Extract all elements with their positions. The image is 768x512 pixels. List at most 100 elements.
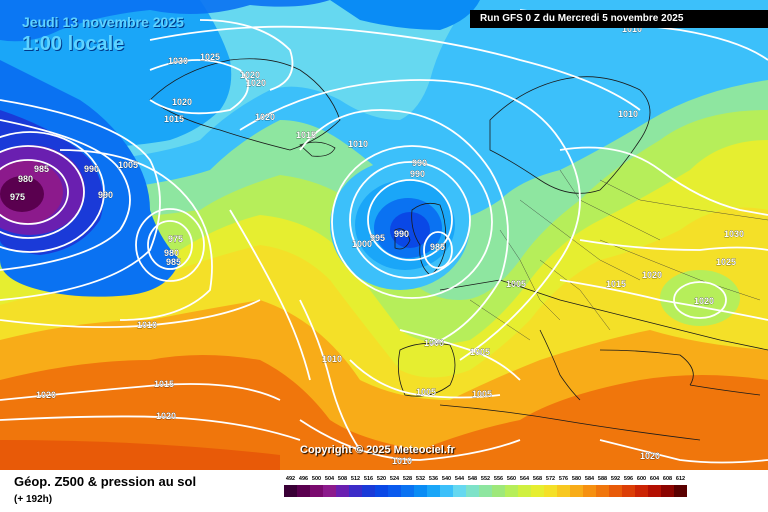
z500-field-low-520 (390, 212, 430, 248)
scale-label-580: 580 (571, 476, 582, 482)
isobar-label: 985 (34, 164, 49, 174)
scale-swatch-496 (297, 485, 310, 497)
scale-label-548: 548 (467, 476, 478, 482)
isobar-label: 1020 (642, 270, 662, 280)
color-scale-swatches (284, 485, 752, 497)
scale-swatch-536 (427, 485, 440, 497)
z500-field-496 (0, 176, 44, 212)
scale-label-496: 496 (298, 476, 309, 482)
scale-label-552: 552 (480, 476, 491, 482)
forecast-time: 1:00 locale (22, 33, 125, 55)
scale-label-492: 492 (285, 476, 296, 482)
color-scale-labels: 492 496 500 504 508 512 516 520 524 528 532 536 540 5… (284, 476, 752, 482)
coastlines (149, 58, 768, 441)
isobar-label: 1010 (348, 139, 368, 149)
isobar-label: 1020 (694, 296, 714, 306)
isobar-label: 1025 (716, 257, 736, 267)
isobar-label: 1020 (172, 97, 192, 107)
scale-label-508: 508 (337, 476, 348, 482)
isobar-label: 1005 (470, 347, 490, 357)
africa-coast (439, 404, 701, 441)
scale-label-560: 560 (506, 476, 517, 482)
scale-swatch-612 (674, 485, 687, 497)
scale-swatch-576 (557, 485, 570, 497)
great-britain-coast (411, 202, 447, 276)
z500-field-south-east (560, 410, 768, 470)
scale-swatch-604 (648, 485, 661, 497)
scale-swatch-568 (531, 485, 544, 497)
europe-coast (439, 279, 768, 351)
scandinavia-coast (489, 76, 651, 194)
turkey-coast (689, 384, 761, 396)
scale-label-592: 592 (610, 476, 621, 482)
scale-swatch-584 (583, 485, 596, 497)
isobar-label: 1010 (322, 354, 342, 364)
isobar-label: 1020 (156, 411, 176, 421)
scale-label-504: 504 (324, 476, 335, 482)
scale-label-608: 608 (662, 476, 673, 482)
isobar-label: 990 (98, 190, 113, 200)
scale-label-576: 576 (558, 476, 569, 482)
scale-swatch-540 (440, 485, 453, 497)
scale-swatch-564 (518, 485, 531, 497)
isobar-label: 980 (164, 248, 179, 258)
isobar-label: 995 (370, 233, 385, 243)
scale-label-584: 584 (584, 476, 595, 482)
isobar-label: 1010 (137, 320, 157, 330)
scale-label-596: 596 (623, 476, 634, 482)
isobar-label: 1020 (255, 112, 275, 122)
scale-label-544: 544 (454, 476, 465, 482)
isobar-label: 1010 (392, 456, 412, 466)
scale-swatch-520 (375, 485, 388, 497)
isobar-label: 1020 (246, 78, 266, 88)
scale-label-564: 564 (519, 476, 530, 482)
isobar-label: 1015 (296, 130, 316, 140)
scale-label-536: 536 (428, 476, 439, 482)
scale-swatch-516 (362, 485, 375, 497)
isobar-label: 975 (10, 192, 25, 202)
isobar-label: 1015 (606, 279, 626, 289)
scale-label-524: 524 (389, 476, 400, 482)
scale-swatch-608 (661, 485, 674, 497)
scale-label-520: 520 (376, 476, 387, 482)
isobar-contours (0, 9, 768, 464)
isobar-label: 990 (412, 158, 427, 168)
isobar-label: 1015 (164, 114, 184, 124)
isobar-label: 980 (18, 174, 33, 184)
scale-swatch-588 (596, 485, 609, 497)
scale-swatch-548 (466, 485, 479, 497)
isobar-label: 1015 (154, 379, 174, 389)
legend-title: Géop. Z500 & pression au sol (14, 474, 197, 489)
scale-label-604: 604 (649, 476, 660, 482)
ireland-coast (394, 228, 411, 250)
scale-swatch-512 (349, 485, 362, 497)
scale-swatch-524 (388, 485, 401, 497)
isobar-label: 990 (394, 229, 409, 239)
scale-label-572: 572 (545, 476, 556, 482)
scale-label-516: 516 (363, 476, 374, 482)
isobar-label: 1000 (352, 239, 372, 249)
scale-swatch-504 (323, 485, 336, 497)
scale-swatch-580 (570, 485, 583, 497)
scale-swatch-572 (544, 485, 557, 497)
z500-field-north (0, 0, 330, 42)
weather-map: 1030 1025 1020 1020 1020 1015 1020 1015 1010 1010… (0, 0, 768, 470)
scale-swatch-492 (284, 485, 297, 497)
color-scale: 492 496 500 504 508 512 516 520 524 528 532 536 540 5… (284, 476, 752, 497)
scale-label-556: 556 (493, 476, 504, 482)
isobar-label: 1005 (416, 387, 436, 397)
italy-coast (539, 329, 581, 401)
copyright-notice: Copyright © 2025 Meteociel.fr (300, 444, 455, 456)
isobar-label: 1005 (118, 160, 138, 170)
scale-label-500: 500 (311, 476, 322, 482)
scale-swatch-528 (401, 485, 414, 497)
model-run-label: Run GFS 0 Z du Mercredi 5 novembre 2025 (470, 10, 768, 28)
z500-field-south-west (0, 440, 280, 470)
balkans-coast (599, 349, 694, 386)
greenland-coast (149, 58, 341, 151)
isobar-label: 1025 (200, 52, 220, 62)
scale-label-588: 588 (597, 476, 608, 482)
isobar-label: 990 (84, 164, 99, 174)
isobar-label: 1020 (36, 390, 56, 400)
